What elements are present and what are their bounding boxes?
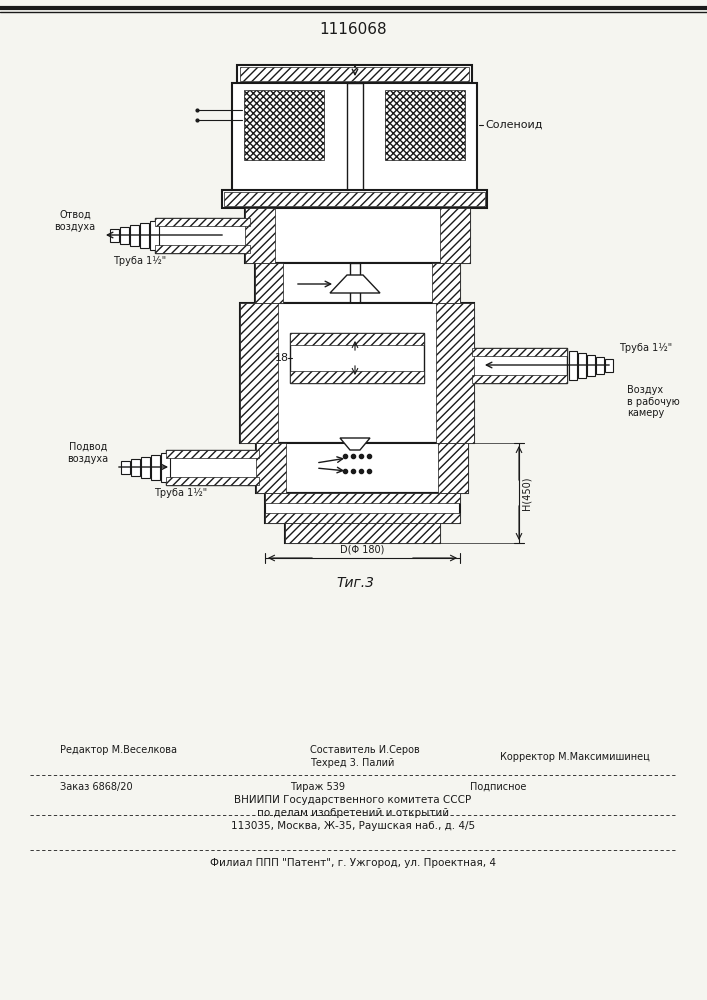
Bar: [472, 348, 567, 383]
Bar: [265, 493, 460, 523]
Bar: [440, 208, 470, 263]
Bar: [245, 208, 470, 263]
Text: Труба 1½": Труба 1½": [154, 488, 208, 498]
Bar: [166, 477, 259, 485]
Bar: [245, 208, 275, 263]
Text: Τиг.3: Τиг.3: [336, 576, 374, 590]
Text: Подписное: Подписное: [470, 782, 527, 792]
Bar: [166, 450, 259, 485]
Bar: [256, 443, 286, 493]
Text: 113035, Москва, Ж-35, Раушская наб., д. 4/5: 113035, Москва, Ж-35, Раушская наб., д. …: [231, 821, 475, 831]
Bar: [255, 263, 283, 303]
Bar: [596, 357, 604, 374]
Text: Редактор М.Веселкова: Редактор М.Веселкова: [60, 745, 177, 755]
Bar: [110, 229, 119, 242]
Polygon shape: [330, 275, 380, 293]
Bar: [222, 190, 487, 208]
Text: Составитель И.Серов: Составитель И.Серов: [310, 745, 420, 755]
Text: Воздух
в рабочую
камеру: Воздух в рабочую камеру: [627, 385, 679, 418]
Text: по делам изобретений и открытий: по делам изобретений и открытий: [257, 808, 449, 818]
Bar: [150, 221, 159, 250]
Bar: [350, 263, 360, 333]
Bar: [290, 333, 424, 345]
Text: 18: 18: [275, 353, 289, 363]
Bar: [155, 218, 250, 226]
Bar: [569, 351, 577, 380]
Bar: [578, 353, 586, 378]
Bar: [265, 493, 460, 503]
Bar: [347, 83, 363, 195]
Bar: [240, 67, 469, 81]
Bar: [224, 192, 485, 206]
Bar: [587, 355, 595, 376]
Text: Подвод
воздуха: Подвод воздуха: [67, 442, 109, 464]
Text: Заказ 6868/20: Заказ 6868/20: [60, 782, 133, 792]
Text: Отвод
воздуха: Отвод воздуха: [54, 210, 95, 232]
Text: ВНИИПИ Государственного комитета СССР: ВНИИПИ Государственного комитета СССР: [235, 795, 472, 805]
Text: H(450): H(450): [522, 476, 532, 510]
Text: Труба 1½": Труба 1½": [113, 256, 167, 266]
Text: Соленоид: Соленоид: [485, 120, 542, 130]
Bar: [161, 453, 170, 482]
Bar: [240, 303, 474, 443]
Text: Филиал ППП "Патент", г. Ужгород, ул. Проектная, 4: Филиал ППП "Патент", г. Ужгород, ул. Про…: [210, 858, 496, 868]
Bar: [432, 263, 460, 303]
Bar: [155, 218, 250, 253]
Bar: [265, 513, 460, 523]
Bar: [151, 455, 160, 480]
Text: 1116068: 1116068: [319, 22, 387, 37]
Text: D(Φ 180): D(Φ 180): [340, 544, 384, 554]
Text: Труба 1½": Труба 1½": [619, 343, 672, 353]
Bar: [385, 90, 465, 160]
Bar: [438, 443, 468, 493]
Bar: [237, 65, 472, 83]
Polygon shape: [340, 438, 370, 450]
Bar: [155, 245, 250, 253]
Bar: [255, 263, 460, 303]
Bar: [121, 461, 130, 474]
Bar: [285, 523, 440, 543]
Bar: [285, 523, 440, 543]
Bar: [166, 450, 259, 458]
Bar: [140, 223, 149, 248]
Bar: [290, 333, 424, 383]
Bar: [605, 359, 613, 372]
Bar: [472, 375, 567, 383]
Bar: [131, 459, 140, 476]
Bar: [244, 90, 324, 160]
Bar: [141, 457, 150, 478]
Bar: [120, 227, 129, 244]
Text: Тираж 539: Тираж 539: [290, 782, 345, 792]
Bar: [232, 83, 477, 195]
Bar: [240, 303, 278, 443]
Bar: [130, 225, 139, 246]
Bar: [290, 371, 424, 383]
Bar: [436, 303, 474, 443]
Text: Корректор М.Максимишинец: Корректор М.Максимишинец: [500, 752, 650, 762]
Text: Техред 3. Палий: Техред 3. Палий: [310, 758, 395, 768]
Bar: [256, 443, 468, 493]
Bar: [472, 348, 567, 356]
